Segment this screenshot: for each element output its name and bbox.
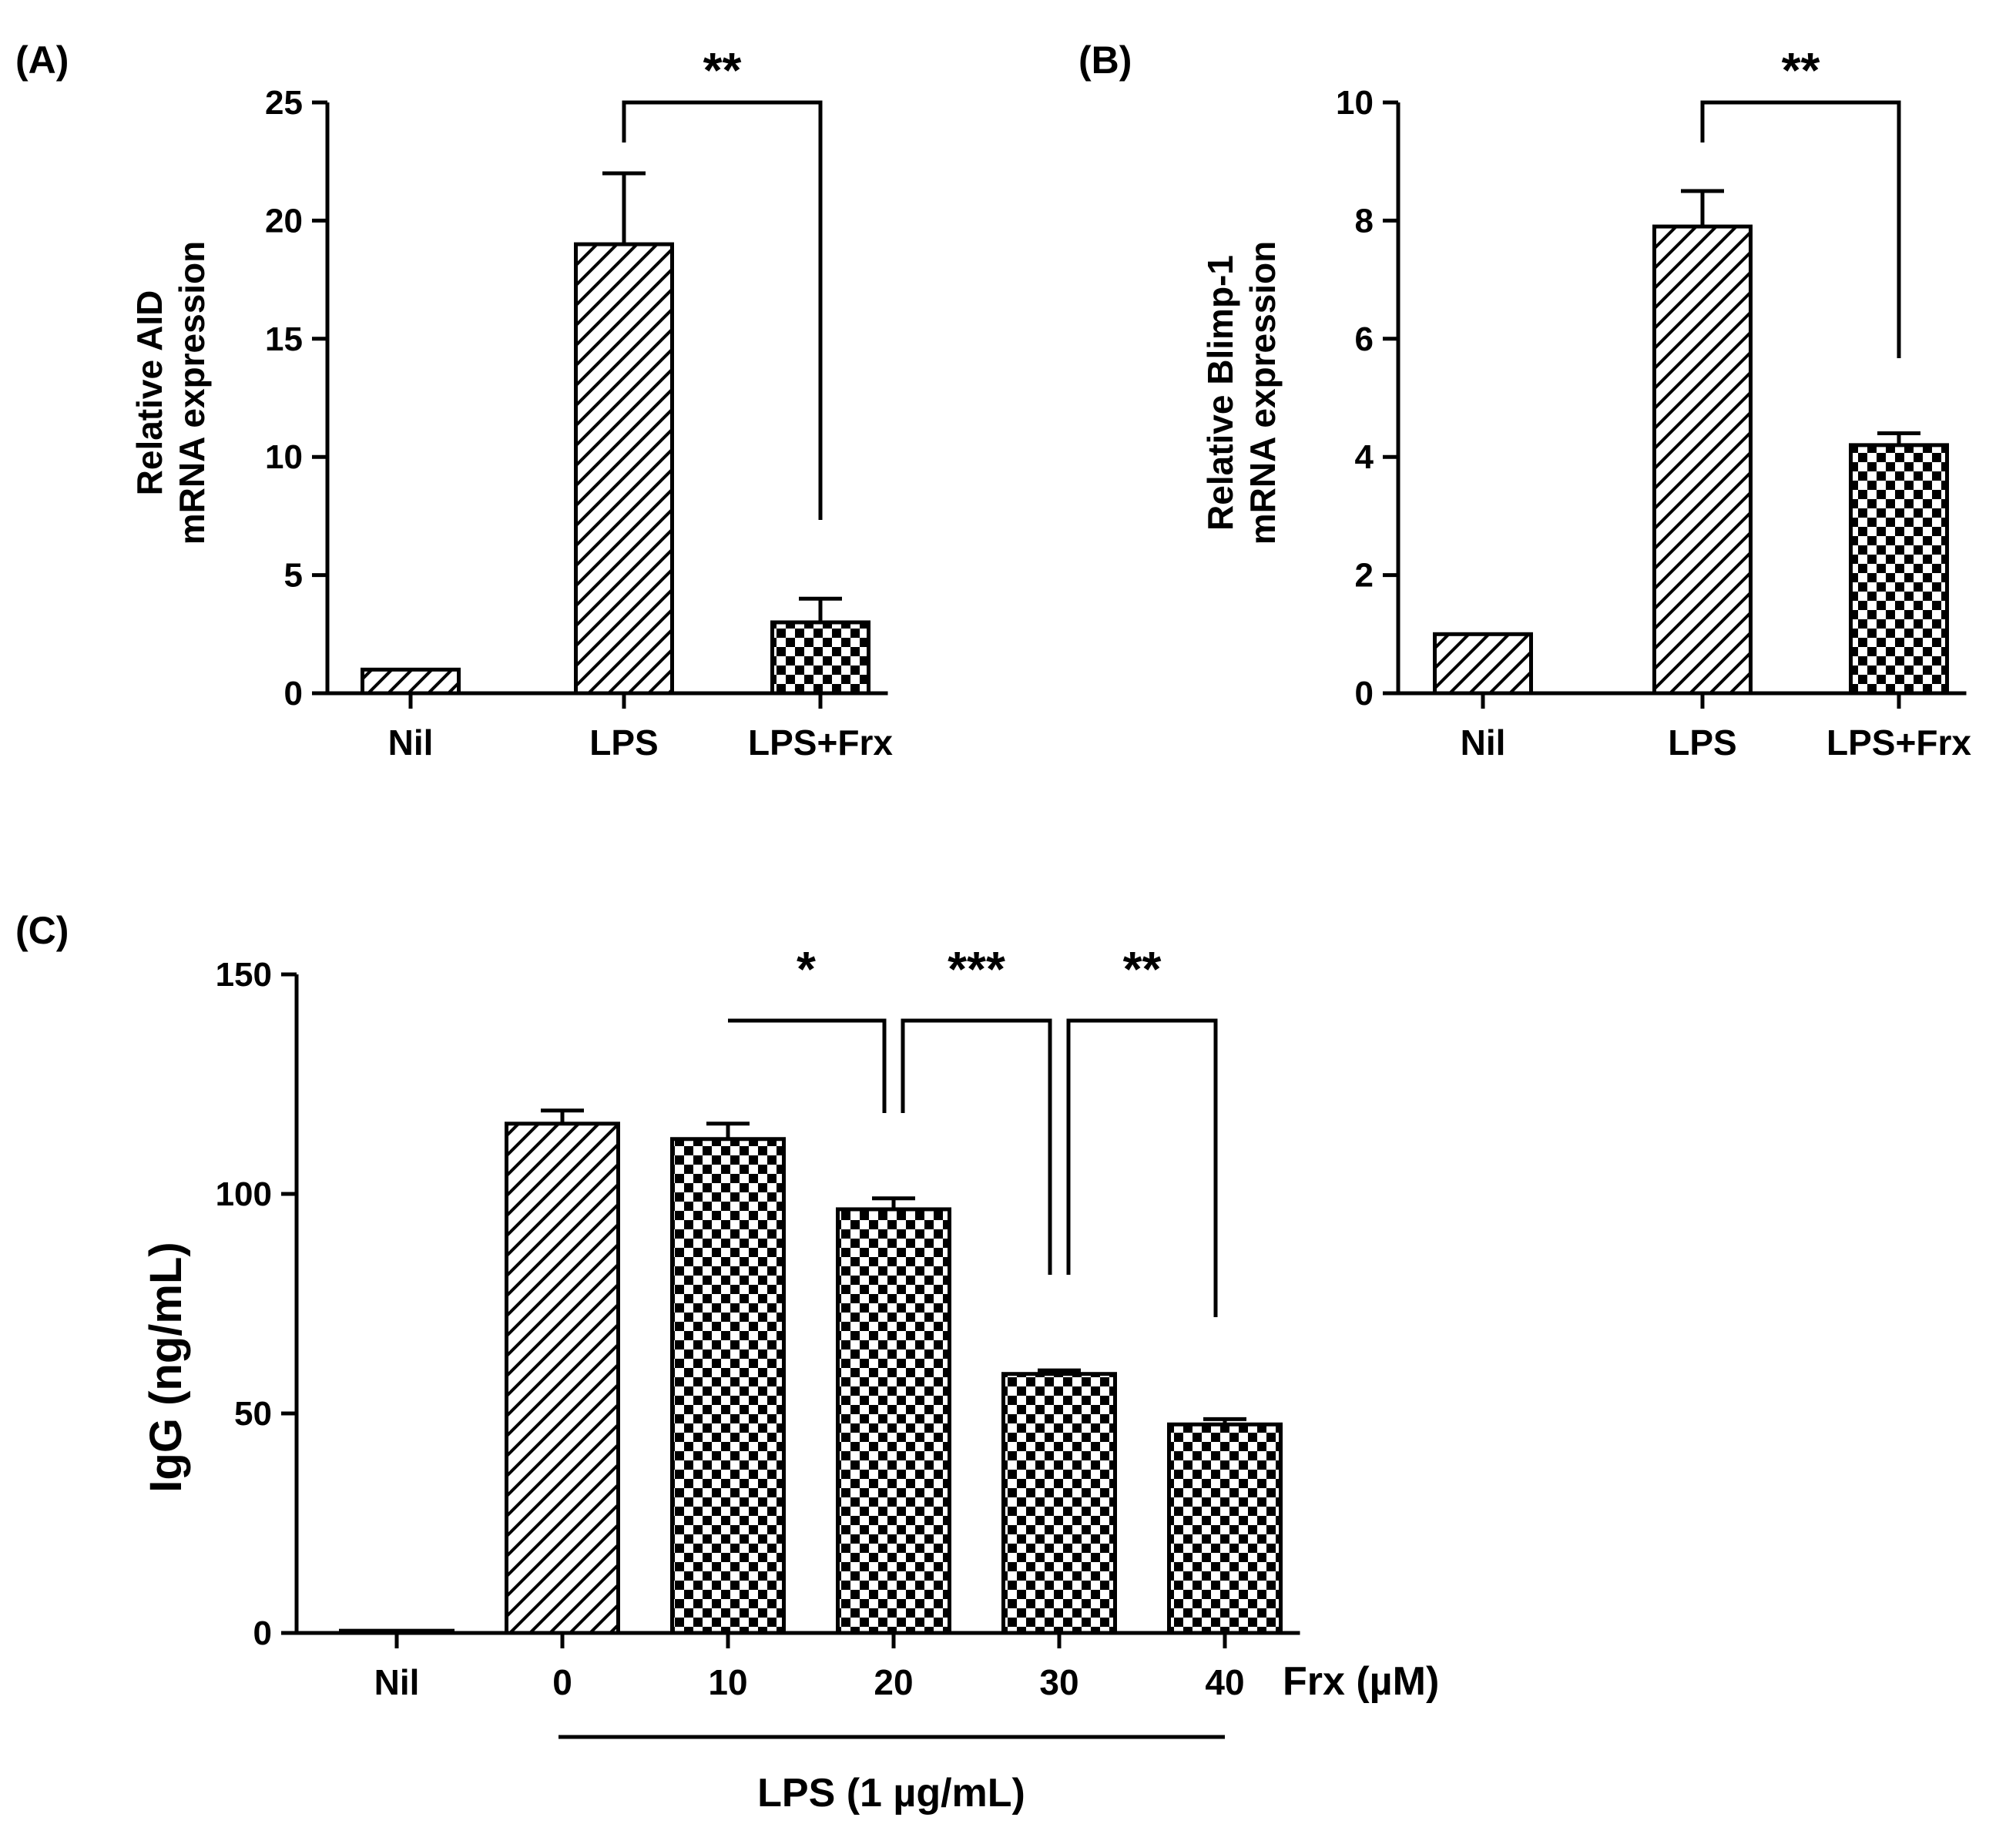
panel-a-y-label-line1: Relative AID [129,290,169,496]
panel-c-axes [294,974,1300,1635]
panel-b-bar-LPS+Frx [1849,443,1949,696]
panel-b-y-tick-label: 0 [1355,675,1374,712]
panel-a-y-axis-label: Relative AID mRNA expression [129,241,212,545]
panel-c-category-label: 10 [708,1662,747,1702]
panel-c-significance: * *** ** [728,941,1218,1317]
panel-c-bracket [728,1018,887,1113]
panel-a-category-label: LPS [589,723,658,763]
panel-b-categories: Nil LPS LPS+Frx [1461,723,1972,763]
panel-a-category-label: LPS+Frx [748,723,893,763]
panel-c-y-tick-label: 100 [216,1175,272,1213]
panel-b-category-label: Nil [1461,723,1506,763]
panel-a-significance: ** [622,42,823,520]
panel-a-label: (A) [15,39,69,82]
panel-c-bar-Nil [339,1628,455,1635]
panel-a-bar-LPS+Frx [770,620,870,696]
panel-b-bars [1433,224,1949,696]
panel-b-bar-LPS [1652,224,1753,696]
panel-a-bar-Nil [361,667,461,696]
panel-b-category-label: LPS [1668,723,1736,763]
panel-b-y-tick-label: 4 [1355,438,1374,476]
panel-b-significance: ** [1700,42,1901,358]
panel-c-bar-40 [1167,1422,1283,1635]
panel-c-y-tick-label: 0 [253,1614,272,1652]
panel-c-bar-10 [670,1137,786,1635]
panel-a-ticks: 0 5 10 15 20 25 [265,84,823,712]
panel-c-bar-30 [1001,1372,1117,1635]
panel-c-bar-0 [505,1122,620,1635]
panel-c-significance-label: * [797,941,816,997]
panel-b-y-axis-label: Relative Blimp-1 mRNA expression [1200,241,1283,545]
panel-a-category-label: Nil [388,723,434,763]
panel-c-error-bars [541,1108,1246,1425]
panel-c-group-label: LPS (1 µg/mL) [757,1771,1025,1816]
panel-a-chart: (A) Relative AID mRNA expression 0 5 10 15 2… [15,39,893,763]
panel-c-significance-label: *** [948,941,1005,997]
panel-b-ticks: 0 2 4 6 8 10 [1336,84,1901,712]
panel-c-x-unit-label: Frx (µM) [1283,1659,1439,1704]
panel-a-categories: Nil LPS LPS+Frx [388,723,894,763]
panel-c-y-tick-label: 50 [234,1395,272,1433]
panel-a-y-tick-label: 0 [284,675,303,712]
panel-c-y-axis-label: IgG (ng/mL) [141,1242,191,1492]
panel-a-bar-LPS [574,242,674,696]
panel-c-category-label: 30 [1039,1662,1078,1702]
panel-b-y-label-line1: Relative Blimp-1 [1200,255,1240,531]
panel-a-y-tick-label: 10 [265,438,303,476]
panel-b-significance-label: ** [1782,42,1820,98]
panel-b-bar-Nil [1433,632,1533,696]
panel-c-category-label: 20 [874,1662,913,1702]
panel-a-y-label-line2: mRNA expression [172,241,212,545]
panel-a-y-tick-label: 20 [265,202,303,240]
panel-a-y-tick-label: 25 [265,84,303,122]
panel-c-significance-label: ** [1123,941,1162,997]
panel-b-y-tick-label: 6 [1355,320,1374,358]
panel-c-category-label: 40 [1205,1662,1244,1702]
panel-c-y-tick-label: 150 [216,956,272,994]
panel-c-bracket [1066,1018,1218,1317]
panel-b-category-label: LPS+Frx [1826,723,1971,763]
panel-b-y-tick-label: 2 [1355,557,1374,595]
panel-c-category-label: 0 [552,1662,572,1702]
panel-a-bars [361,242,870,696]
panel-c-bars [339,1122,1283,1635]
panel-c-categories: Nil 0 10 20 30 40 [374,1662,1245,1702]
panel-b-y-tick-label: 8 [1355,202,1374,240]
panel-a-significance-label: ** [703,42,742,98]
panel-c-bracket [901,1018,1052,1275]
panel-a-y-tick-label: 5 [284,557,303,595]
panel-b-y-label-line2: mRNA expression [1243,241,1283,545]
panel-b-y-tick-label: 10 [1336,84,1374,122]
panel-c-ticks: 0 50 100 150 [216,956,1227,1652]
panel-a-y-tick-label: 15 [265,320,303,358]
panel-c-bar-20 [836,1207,951,1635]
panel-b-error-bars [1681,189,1920,445]
panel-c-category-label: Nil [374,1662,420,1702]
panel-a-error-bars [602,171,842,622]
panel-b-label: (B) [1078,39,1132,82]
panel-a-bracket [622,100,823,520]
panel-c-chart: (C) IgG (ng/mL) 0 50 100 150 Nil 0 10 20 30 40 *… [15,909,1439,1816]
panel-b-chart: (B) Relative Blimp-1 mRNA expression 0 2 4… [1078,39,1971,763]
panel-c-label: (C) [15,909,69,952]
panel-b-bracket [1700,100,1901,358]
